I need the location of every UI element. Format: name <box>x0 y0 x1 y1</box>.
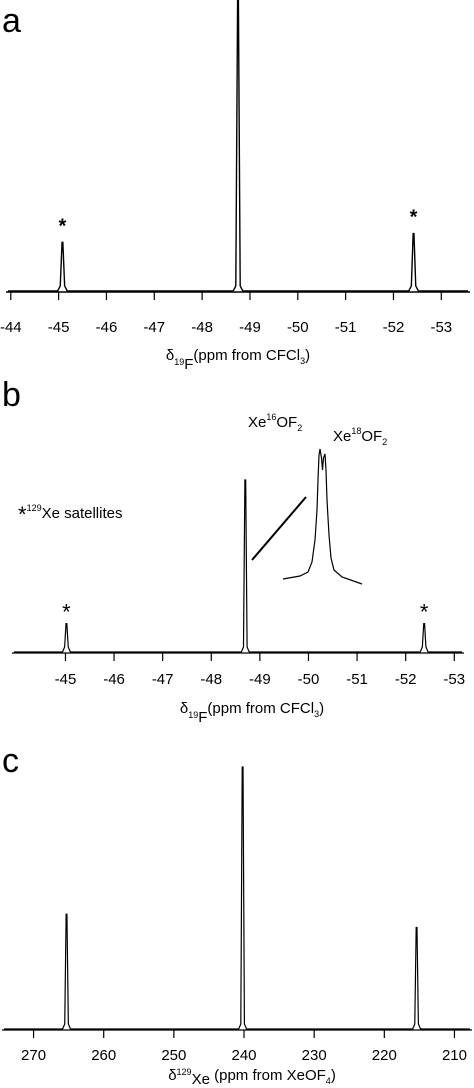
panel-letter-a: a <box>2 2 21 40</box>
x-axis-label-a-sub: 19 <box>174 357 184 367</box>
inset-label-xe16: Xe16OF2 <box>248 412 302 433</box>
x-tick-label: 240 <box>231 1047 256 1064</box>
legend-sup: 129 <box>27 503 42 513</box>
inset-label-xe16-pre: Xe <box>248 414 266 431</box>
x-tick-label: -51 <box>335 319 357 336</box>
satellite-markers-a: * * <box>59 207 418 238</box>
satellite-markers-b: * * <box>62 600 429 625</box>
panel-c: 270 260 250 240 230 220 210 δ129Xe (ppm from X… <box>2 766 472 1088</box>
x-axis-label-a: δ19F(ppm from CFCl3) <box>166 347 310 373</box>
x-tick-label: -45 <box>55 671 77 688</box>
legend-text: Xe satellites <box>42 505 123 522</box>
x-tick-label: -52 <box>383 319 405 336</box>
legend-star: * <box>18 502 27 527</box>
panel-b: -45 -46 -47 -48 -49 -50 -51 -52 -53 * * δ19F(ppm … <box>12 412 465 726</box>
x-axis-label-b-rest: (ppm from CFCl <box>207 700 314 717</box>
x-axis-label-c-nucleus: Xe <box>192 1071 210 1088</box>
x-tick-label: -48 <box>191 319 213 336</box>
x-tick-label: -50 <box>287 319 309 336</box>
x-tick-label: 270 <box>21 1047 46 1064</box>
x-tick-label: -53 <box>443 671 465 688</box>
x-axis-label-b-close: ) <box>319 700 324 717</box>
x-tick-label: 210 <box>442 1047 467 1064</box>
x-axis-label-c-rest: (ppm from XeOF <box>210 1067 326 1084</box>
x-axis-label-c-rest-sub: 4 <box>326 1076 331 1086</box>
x-tick-label: -52 <box>395 671 417 688</box>
x-tick-label: -48 <box>200 671 222 688</box>
x-axis-label-b: δ19F(ppm from CFCl3) <box>180 700 324 726</box>
panel-letter-c: c <box>2 742 19 780</box>
inset-connector <box>251 496 307 561</box>
x-axis-label-a-delta: δ <box>166 347 174 364</box>
legend-satellites: *129Xe satellites <box>18 502 122 527</box>
x-axis-label-c-close: ) <box>331 1067 336 1084</box>
x-axis-label-a-rest: (ppm from CFCl <box>193 347 300 364</box>
inset-label-xe18-sub: 2 <box>382 437 387 447</box>
x-axis-label-a-nucleus: F <box>184 356 193 373</box>
x-axis-label-a-close: ) <box>305 347 310 364</box>
x-ticks-b: -45 -46 -47 -48 -49 -50 -51 -52 -53 <box>55 653 465 688</box>
x-ticks-a: -44 -45 -46 -47 -48 -49 -50 -51 -52 -53 <box>0 292 452 336</box>
satellite-marker: * <box>420 600 429 625</box>
x-axis-label-c: δ129Xe (ppm from XeOF4) <box>168 1067 336 1088</box>
inset-label-xe16-mid: OF <box>276 414 297 431</box>
spectrum-trace-a <box>8 0 468 292</box>
x-tick-label: -50 <box>298 671 320 688</box>
x-ticks-c: 270 260 250 240 230 220 210 <box>21 1030 467 1064</box>
x-tick-label: -53 <box>430 319 452 336</box>
satellite-marker: * <box>410 207 418 229</box>
x-tick-label: -49 <box>239 319 261 336</box>
x-tick-label: -46 <box>103 671 125 688</box>
x-tick-label: 220 <box>372 1047 397 1064</box>
x-tick-label: 260 <box>91 1047 116 1064</box>
spectrum-trace-c <box>4 766 470 1030</box>
x-axis-label-b-sub: 19 <box>188 710 198 720</box>
inset-label-xe18: Xe18OF2 <box>333 426 387 447</box>
inset-label-xe18-sup: 18 <box>351 426 361 436</box>
x-tick-label: -51 <box>346 671 368 688</box>
x-tick-label: 250 <box>161 1047 186 1064</box>
x-axis-label-b-delta: δ <box>180 700 188 717</box>
x-axis-label-b-rest-sub: 3 <box>314 709 319 719</box>
inset-label-xe18-pre: Xe <box>333 428 351 445</box>
inset-doublet-trace <box>282 448 363 585</box>
x-tick-label: -47 <box>152 671 174 688</box>
x-tick-label: -44 <box>0 319 22 336</box>
spectrum-trace-b <box>14 479 462 653</box>
x-axis-label-b-nucleus: F <box>198 709 207 726</box>
x-tick-label: -46 <box>96 319 118 336</box>
x-tick-label: 230 <box>302 1047 327 1064</box>
inset-label-xe16-sup: 16 <box>266 412 276 422</box>
x-axis-label-c-delta: δ <box>168 1067 176 1084</box>
inset-label-xe18-mid: OF <box>361 428 382 445</box>
satellite-marker: * <box>59 215 67 237</box>
x-axis-label-c-sub: 129 <box>177 1067 192 1077</box>
x-tick-label: -49 <box>249 671 271 688</box>
panel-a: -44 -45 -46 -47 -48 -49 -50 -51 -52 -53 * * δ19F(p… <box>0 0 470 373</box>
x-tick-label: -45 <box>48 319 70 336</box>
panel-letter-b: b <box>2 376 21 414</box>
inset-label-xe16-sub: 2 <box>297 423 302 433</box>
x-axis-label-a-rest-sub: 3 <box>300 356 305 366</box>
satellite-marker: * <box>62 600 71 625</box>
x-tick-label: -47 <box>143 319 165 336</box>
